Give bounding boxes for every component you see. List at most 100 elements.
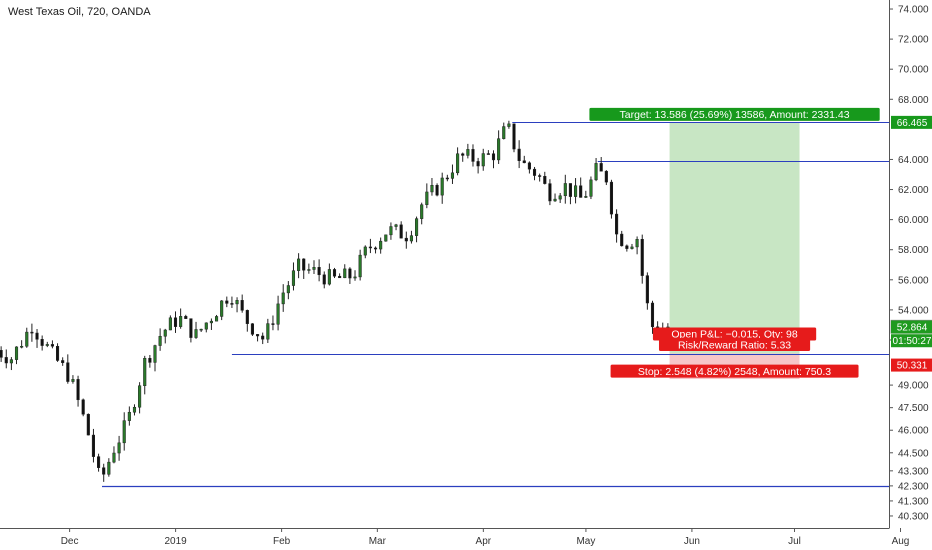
candle-body <box>4 357 8 364</box>
candle-body <box>435 184 439 196</box>
risk-reward-label[interactable]: Risk/Reward Ratio: 5.33 <box>658 337 811 351</box>
position-zones <box>669 122 800 380</box>
candle-body <box>548 183 552 202</box>
candle-body <box>61 360 65 363</box>
candle-body <box>199 328 203 331</box>
candle-body <box>404 237 408 242</box>
candle-body <box>158 335 162 346</box>
position-labels[interactable]: Target: 13.586 (25.69%) 13586, Amount: 2… <box>589 107 880 378</box>
candle-body <box>574 185 578 197</box>
candle-body <box>481 153 485 167</box>
candle-body <box>132 406 137 413</box>
candle-body <box>30 331 34 334</box>
horizontal-levels[interactable] <box>101 122 889 488</box>
candle-body <box>35 332 39 340</box>
price-tick-label: 43.300 <box>898 466 929 477</box>
candle-body <box>358 254 362 278</box>
candle-body <box>589 179 593 197</box>
time-axis[interactable]: Dec 2019 Feb Mar Apr May Jun Jul Aug <box>0 528 909 547</box>
target-label-text: Target: 13.586 (25.69%) 13586, Amount: 2… <box>620 109 850 121</box>
candle-body <box>102 467 106 475</box>
candle-body <box>409 235 413 242</box>
candle-body <box>86 413 90 436</box>
open-pnl-label[interactable]: Open P&L: −0.015, Qty: 98 <box>652 327 817 341</box>
candle-body <box>445 177 449 180</box>
candle-body <box>630 246 634 249</box>
price-tick-label: 46.000 <box>898 426 929 437</box>
candle-body <box>204 322 208 330</box>
candle-body <box>9 359 13 364</box>
price-tick-label: 70.000 <box>898 65 929 76</box>
candle-body <box>538 175 542 177</box>
candle-body <box>81 399 85 415</box>
candle-body <box>384 234 388 242</box>
candle-body <box>173 317 178 327</box>
current-price-tag: 52.864 <box>897 322 928 333</box>
candle-body <box>389 226 393 236</box>
target-price-tag: 66.465 <box>897 118 928 129</box>
candle-body <box>307 269 311 271</box>
price-tick-label: 68.000 <box>898 95 929 106</box>
stop-label-bg <box>610 364 859 378</box>
candle-body <box>14 346 19 360</box>
candle-body <box>250 323 254 335</box>
candle-body <box>117 442 121 454</box>
stop-price-tag: 50.331 <box>897 361 928 372</box>
candle-body <box>327 269 331 285</box>
candle-body <box>522 160 526 164</box>
candle-body <box>45 344 49 346</box>
candle-body <box>456 153 460 174</box>
candle-body <box>122 420 126 444</box>
candle-body <box>368 246 372 249</box>
candle-body <box>650 302 655 328</box>
candle-body <box>466 149 470 156</box>
candle-body <box>220 300 224 317</box>
candle-body <box>594 163 598 181</box>
candle-body <box>415 218 419 236</box>
price-tick-label: 58.000 <box>898 245 929 256</box>
price-tick-label: 41.300 <box>898 496 929 507</box>
candle-body <box>420 204 424 219</box>
price-tick-label: 40.300 <box>898 511 929 522</box>
candle-body <box>379 240 383 250</box>
candle-body <box>517 148 521 161</box>
candle-body <box>240 300 244 311</box>
open-pnl-label-bg <box>652 327 817 341</box>
time-tick-label: Feb <box>273 536 291 547</box>
candle-body <box>476 161 480 167</box>
price-tick-label: 62.000 <box>898 185 929 196</box>
candle-body <box>97 456 101 468</box>
candle-body <box>615 213 619 235</box>
candle-body <box>620 233 624 247</box>
candle-body <box>153 345 157 363</box>
candle-body <box>194 329 198 338</box>
price-axis[interactable]: 40.300 41.300 42.300 43.300 44.500 46.000 47.5… <box>889 0 929 528</box>
candle-body <box>645 275 649 304</box>
candle-body <box>461 153 465 156</box>
time-tick-label: Dec <box>61 536 79 547</box>
risk-reward-label-bg <box>658 337 811 351</box>
candle-body <box>373 247 378 250</box>
price-tick-label: 56.000 <box>898 275 929 286</box>
candle-body <box>225 300 229 304</box>
candle-body <box>353 276 357 279</box>
candle-body <box>491 153 496 161</box>
candle-body <box>127 411 131 421</box>
candle-body <box>71 379 75 382</box>
candle-body <box>209 320 213 324</box>
price-tick-label: 60.000 <box>898 215 929 226</box>
candle-body <box>425 191 429 205</box>
candle-body <box>512 123 516 150</box>
candle-body <box>579 185 583 198</box>
time-tick-label: 2019 <box>164 536 187 547</box>
target-label[interactable]: Target: 13.586 (25.69%) 13586, Amount: 2… <box>589 107 880 121</box>
target-zone <box>669 122 800 354</box>
candle-body <box>343 268 347 279</box>
candle-body <box>507 123 511 127</box>
stop-label[interactable]: Stop: 2.548 (4.82%) 2548, Amount: 750.3 <box>610 364 859 378</box>
countdown-tag-bg <box>891 334 932 348</box>
candle-body <box>338 275 342 279</box>
candle-body <box>363 246 367 256</box>
